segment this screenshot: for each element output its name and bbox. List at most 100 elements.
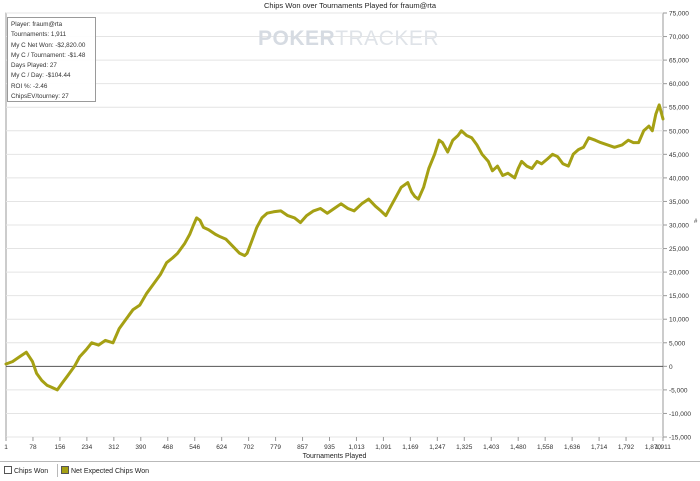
x-tick-label: 78 [29, 444, 37, 451]
series-point [286, 214, 289, 217]
series-point [202, 226, 205, 229]
series-point [243, 254, 246, 257]
series-point [414, 195, 416, 198]
y-tick-label: 20,000 [669, 270, 689, 277]
series-point [460, 130, 463, 132]
series-point [428, 167, 430, 170]
series-point [51, 386, 53, 389]
series-point [385, 214, 387, 217]
x-tick-label: 156 [54, 444, 65, 451]
series-point [546, 158, 549, 160]
series-point [446, 151, 449, 153]
series-point [104, 339, 107, 342]
series-point [520, 160, 523, 163]
series-point [367, 198, 370, 200]
series-point [496, 165, 499, 167]
series-point [66, 375, 69, 377]
series-point [35, 372, 38, 375]
series-point [481, 153, 483, 156]
series-point [61, 382, 64, 384]
series-point [556, 155, 559, 158]
series-point [567, 165, 570, 167]
series-point [531, 167, 533, 170]
y-tick-label: 15,000 [669, 293, 689, 300]
legend-item-chips-won[interactable]: Chips Won [4, 466, 48, 475]
series-point [517, 167, 519, 170]
series-point [219, 236, 222, 238]
x-tick-label: 1 [4, 444, 8, 451]
series-point [246, 252, 248, 255]
series-point [46, 384, 48, 387]
series-point [400, 186, 403, 189]
series-point [85, 349, 87, 351]
series-point [255, 226, 258, 229]
series-point [266, 212, 268, 214]
series-point [90, 342, 93, 344]
y-tick-label: 0 [669, 364, 673, 371]
series-point [145, 292, 148, 295]
series-point [465, 134, 468, 137]
series-point [112, 342, 114, 344]
series-point [165, 261, 168, 264]
series-point [305, 214, 308, 217]
x-tick-label: 390 [135, 444, 146, 451]
series-point [238, 252, 241, 255]
y-tick-label: 45,000 [669, 152, 689, 159]
legend-swatch-net-expected [61, 466, 69, 474]
x-tick-label: 779 [270, 444, 281, 451]
series-point [73, 365, 76, 368]
series-point [56, 389, 59, 391]
legend-item-net-expected[interactable]: Net Expected Chips Won [61, 466, 149, 475]
series-point [536, 160, 538, 163]
series-point [457, 134, 459, 137]
series-point [470, 137, 473, 139]
series-point [487, 160, 490, 163]
series-point [333, 207, 336, 210]
x-tick-label: 1,558 [537, 444, 554, 451]
chart-title: Chips Won over Tournaments Played for fr… [0, 1, 700, 10]
y-tick-label: 70,000 [669, 34, 689, 41]
y-tick-label: 40,000 [669, 175, 689, 182]
series-point [594, 139, 596, 141]
x-tick-label: 935 [324, 444, 335, 451]
series-point [390, 205, 392, 207]
watermark-right: TRACKER [335, 27, 440, 50]
series-point [441, 141, 444, 144]
x-tick-label: 1,480 [510, 444, 527, 451]
series-point [139, 304, 141, 306]
series-point [491, 170, 494, 172]
series-point [183, 243, 186, 245]
x-tick-label: 1,870 [645, 444, 662, 451]
series-point [326, 212, 329, 214]
chart-legend: Chips Won Net Expected Chips Won [0, 461, 700, 481]
x-tick-label: 1,091 [375, 444, 392, 451]
series-point [417, 198, 420, 200]
series-point [648, 125, 650, 127]
x-tick-label: 1,247 [429, 444, 446, 451]
y-tick-label: 10,000 [669, 317, 689, 324]
info-tournaments: Tournaments: 1,911 [11, 31, 67, 39]
info-chipsev: ChipsEV/tourney: 27 [11, 93, 69, 101]
legend-label-chips-won: Chips Won [14, 468, 49, 475]
series-point [171, 257, 174, 259]
series-point [125, 318, 127, 321]
y-tick-label: 5,000 [669, 340, 686, 347]
y-tick-label: -5,000 [669, 387, 688, 394]
y-axis-marker: # [694, 219, 698, 225]
series-point [613, 146, 616, 149]
x-tick-label: 1,403 [483, 444, 500, 451]
series-point [299, 221, 302, 224]
series-point [410, 191, 413, 193]
series-point [207, 228, 210, 231]
series-line-net-expected [4, 103, 665, 392]
series-point [651, 130, 654, 132]
x-tick-label: 702 [243, 444, 254, 451]
stats-info-box: Player: fraum@rta Tournaments: 1,911 My … [7, 17, 96, 102]
series-point [132, 309, 134, 311]
series-point [562, 163, 564, 165]
series-point [188, 233, 191, 236]
series-point [159, 273, 162, 276]
series-point [78, 356, 81, 358]
legend-divider [57, 464, 58, 477]
chart-title-text: Chips Won over Tournaments Played for fr… [264, 1, 436, 10]
